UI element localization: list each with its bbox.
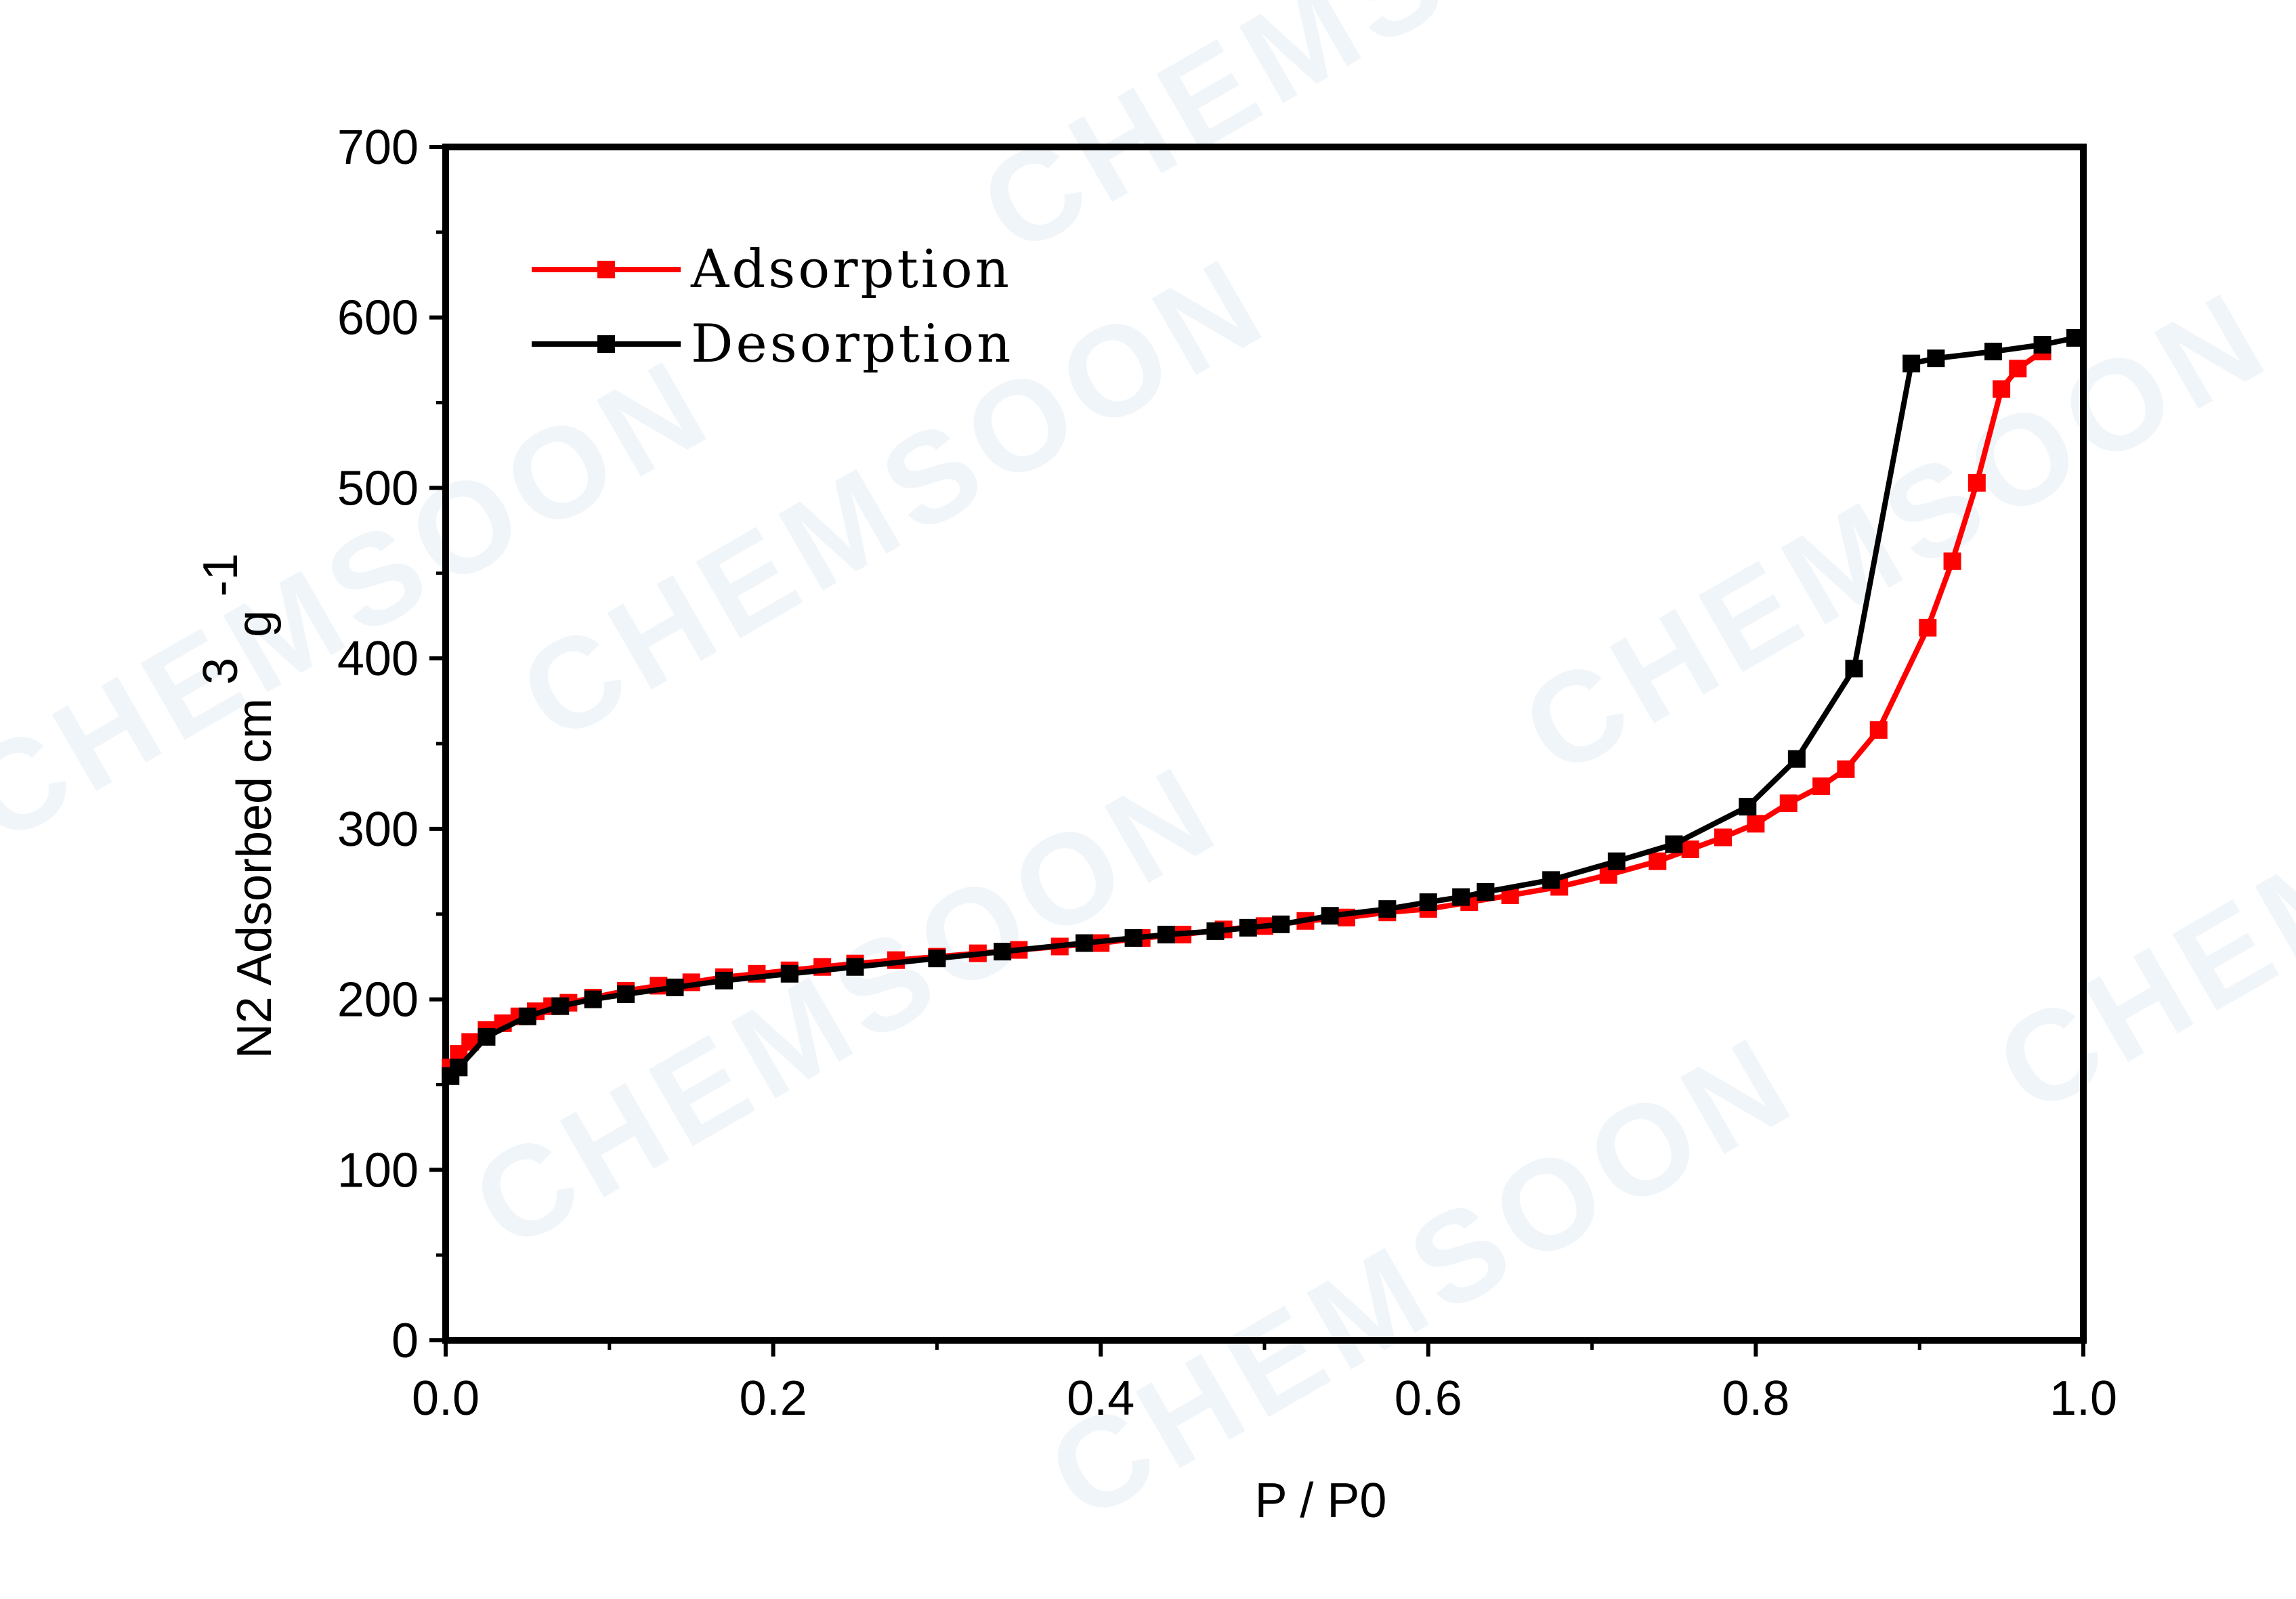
data-point-desorption xyxy=(551,997,570,1015)
data-point-adsorption xyxy=(1747,815,1765,833)
y-tick-label: 400 xyxy=(337,632,419,686)
svg-text:N2 Adsorbed cm3g-1: N2 Adsorbed cm 3 g -1 xyxy=(194,553,282,1059)
data-point-adsorption xyxy=(1919,618,1937,637)
data-point-desorption xyxy=(666,978,684,996)
data-point-desorption xyxy=(846,958,864,976)
y-tick-label: 100 xyxy=(337,1143,419,1197)
data-point-adsorption xyxy=(1837,760,1855,778)
x-axis-label: P / P0 xyxy=(1255,1474,1387,1528)
watermark-text: CHEMSOON xyxy=(1026,1006,1820,1548)
y-axis-label-exponent-2: -1 xyxy=(194,553,248,597)
data-point-desorption xyxy=(584,990,602,1008)
y-axis-label: N2 Adsorbed cm 3 g -1 xyxy=(194,553,282,1059)
data-point-adsorption xyxy=(1968,473,1986,492)
data-point-desorption xyxy=(1272,915,1290,933)
data-point-desorption xyxy=(477,1027,496,1046)
y-axis-label-unit: g xyxy=(228,610,282,637)
y-axis-label-exponent: 3 xyxy=(194,658,248,685)
watermark-text: CHEMSOON xyxy=(958,0,1752,282)
y-tick-label: 300 xyxy=(337,803,419,857)
series-desorption xyxy=(442,328,2084,1085)
data-point-adsorption xyxy=(1993,380,2011,398)
data-point-desorption xyxy=(1927,349,1945,368)
data-point-desorption xyxy=(1076,934,1094,952)
data-point-desorption xyxy=(780,964,799,983)
data-point-desorption xyxy=(1607,852,1625,870)
data-point-adsorption xyxy=(1869,721,1888,739)
data-point-desorption xyxy=(715,971,734,989)
data-point-desorption xyxy=(1452,888,1470,906)
data-point-desorption xyxy=(2066,328,2084,347)
data-point-desorption xyxy=(928,950,946,968)
axis-tick-labels: 0.0 0.2 0.4 0.6 0.8 1.0 0 100 200 300 400 500 600 700 xyxy=(337,121,2117,1426)
legend: Adsorption Desorption xyxy=(532,239,1013,375)
data-point-desorption xyxy=(518,1007,536,1025)
x-tick-label: 0.0 xyxy=(412,1371,480,1426)
data-point-desorption xyxy=(1476,882,1495,901)
y-tick-label: 200 xyxy=(337,973,419,1027)
data-point-adsorption xyxy=(1779,794,1798,813)
data-point-desorption xyxy=(450,1059,468,1077)
data-point-desorption xyxy=(1239,918,1257,937)
y-tick-label: 700 xyxy=(337,121,419,175)
data-point-desorption xyxy=(616,985,635,1004)
x-tick-label: 0.6 xyxy=(1395,1371,1462,1426)
data-point-adsorption xyxy=(1943,552,1961,570)
legend-label-adsorption: Adsorption xyxy=(690,239,1012,300)
data-point-adsorption xyxy=(2009,360,2027,378)
series-layer xyxy=(442,328,2084,1085)
x-tick-label: 0.2 xyxy=(740,1371,807,1426)
x-tick-label: 0.8 xyxy=(1722,1371,1789,1426)
data-point-desorption xyxy=(1378,900,1397,918)
data-point-desorption xyxy=(1157,925,1175,943)
data-point-adsorption xyxy=(1681,840,1699,859)
data-point-desorption xyxy=(1739,798,1757,816)
data-point-desorption xyxy=(1787,750,1806,768)
axis-ticks xyxy=(429,145,2085,1357)
legend-marker-desorption xyxy=(597,335,615,353)
data-point-adsorption xyxy=(1649,852,1667,870)
data-point-desorption xyxy=(1206,922,1225,940)
data-point-desorption xyxy=(1542,871,1560,889)
y-tick-label: 500 xyxy=(337,461,419,515)
legend-marker-adsorption xyxy=(597,261,615,278)
x-tick-label: 1.0 xyxy=(2049,1371,2117,1426)
watermark-layer: CHEMSOONCHEMSOONCHEMSOONCHEMSOONCHEMSOON… xyxy=(0,0,2296,1548)
y-tick-label: 0 xyxy=(391,1314,419,1368)
x-tick-label: 0.4 xyxy=(1067,1371,1134,1426)
data-point-desorption xyxy=(1419,893,1437,912)
legend-label-desorption: Desorption xyxy=(691,314,1013,375)
data-point-desorption xyxy=(1902,354,1921,372)
data-point-desorption xyxy=(1665,835,1683,853)
data-point-desorption xyxy=(1321,907,1339,925)
data-point-desorption xyxy=(1845,660,1863,678)
watermark-text: CHEMSOON xyxy=(1500,261,2294,803)
data-point-desorption xyxy=(994,943,1012,961)
watermark-text: CHEMSOON xyxy=(1974,600,2296,1141)
data-point-adsorption xyxy=(1812,777,1831,795)
data-point-desorption xyxy=(1984,343,2003,361)
data-point-desorption xyxy=(1124,929,1143,947)
data-point-adsorption xyxy=(1714,828,1732,847)
y-tick-label: 600 xyxy=(337,291,419,345)
y-axis-label-main: N2 Adsorbed cm xyxy=(228,698,282,1059)
data-point-desorption xyxy=(2033,335,2051,354)
